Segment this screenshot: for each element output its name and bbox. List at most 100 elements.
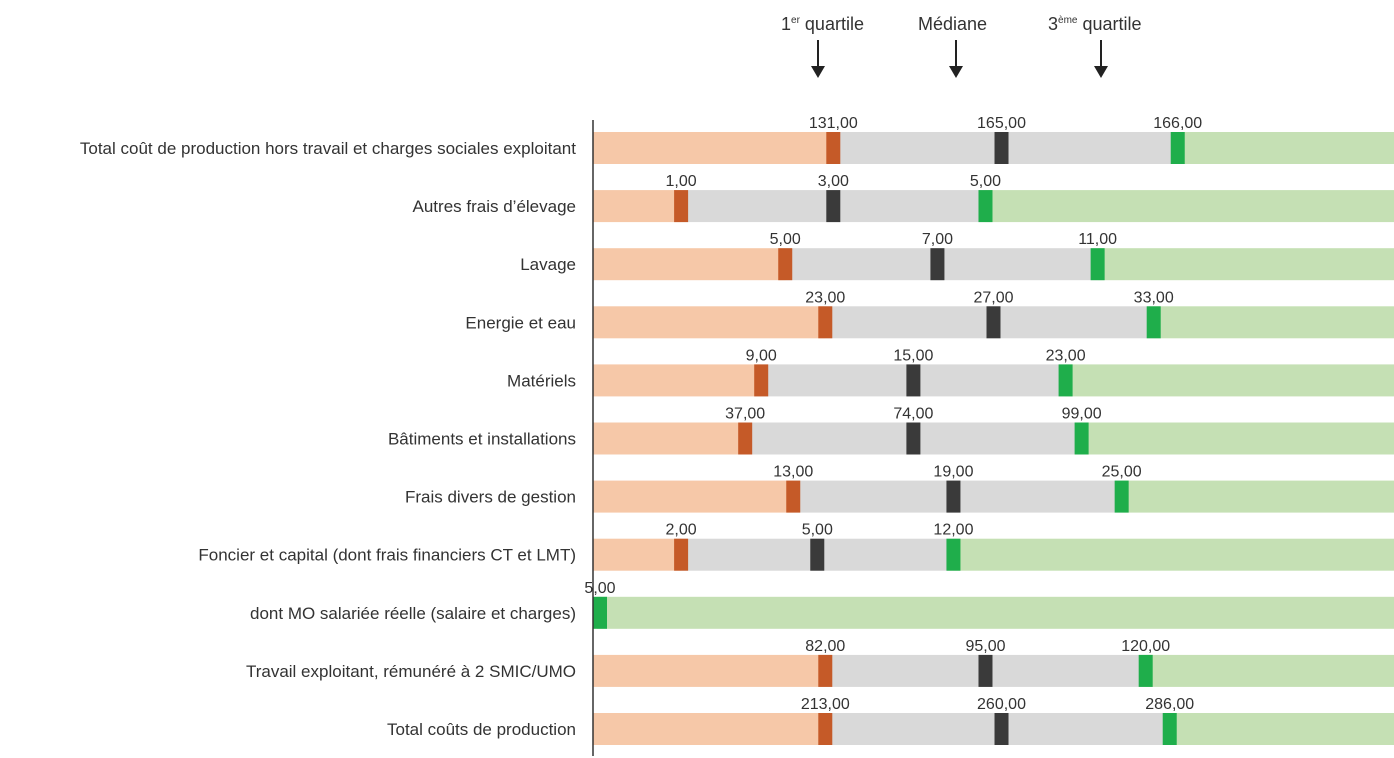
median-value-label: 74,00 — [893, 406, 933, 423]
q1-value-label: 23,00 — [805, 289, 845, 306]
high-band — [1177, 132, 1394, 164]
median-value-label: 7,00 — [922, 231, 953, 248]
q1-value-label: 213,00 — [801, 696, 850, 713]
q3-marker — [978, 190, 993, 223]
q3-header-sup: ème — [1058, 15, 1078, 26]
q3-marker — [1090, 248, 1105, 281]
q1-marker — [674, 538, 689, 571]
median-marker — [994, 713, 1009, 745]
median-value-label: 3,00 — [818, 173, 849, 190]
category-label: Bâtiments et installations — [388, 430, 576, 449]
category-label: Energie et eau — [465, 313, 576, 332]
category-label: Frais divers de gestion — [405, 488, 576, 507]
median-value-label: 27,00 — [973, 289, 1013, 306]
q3-marker — [946, 538, 961, 571]
high-band — [597, 596, 1394, 629]
median-marker — [930, 248, 945, 281]
q1-marker — [818, 306, 833, 339]
q1-header-num: 1 — [781, 14, 792, 34]
median-value-label: 19,00 — [933, 464, 973, 481]
category-label: Autres frais d’élevage — [413, 197, 576, 216]
q1-header-sup: er — [791, 15, 800, 26]
high-band — [1153, 306, 1394, 339]
q3-value-label: 5,00 — [970, 173, 1001, 190]
high-band — [1145, 654, 1394, 687]
q1-marker — [818, 713, 833, 745]
q3-value-label: 99,00 — [1062, 406, 1102, 423]
q1-header: 1er quartile — [781, 14, 864, 35]
median-marker — [994, 132, 1009, 164]
median-value-label: 260,00 — [977, 696, 1026, 713]
q1-value-label: 82,00 — [805, 638, 845, 655]
q1-marker — [738, 422, 753, 455]
median-marker — [906, 364, 921, 397]
high-band — [1169, 713, 1394, 745]
q3-header-text: quartile — [1077, 14, 1142, 34]
high-band — [1097, 248, 1394, 281]
median-value-label: 15,00 — [893, 347, 933, 364]
category-label: Matériels — [507, 371, 576, 390]
q3-value-label: 25,00 — [1102, 464, 1142, 481]
high-band — [985, 190, 1394, 223]
median-header: Médiane — [918, 14, 987, 35]
q3-value-label: 166,00 — [1153, 115, 1202, 132]
q3-value-label: 23,00 — [1046, 347, 1086, 364]
q3-value-label: 286,00 — [1145, 696, 1194, 713]
q1-header-text: quartile — [799, 14, 864, 34]
median-header-text: Médiane — [918, 14, 988, 34]
low-band — [593, 132, 834, 164]
low-band — [593, 248, 786, 281]
q3-marker — [1138, 654, 1153, 687]
category-label: dont MO salariée réelle (salaire et char… — [250, 604, 576, 623]
high-band — [953, 538, 1394, 571]
q3-marker — [1162, 713, 1177, 745]
q1-value-label: 5,00 — [770, 231, 801, 248]
high-band — [1081, 422, 1394, 455]
q3-marker — [1074, 422, 1089, 455]
category-label: Total coûts de production — [387, 720, 576, 739]
q3-value-label: 11,00 — [1078, 231, 1117, 248]
low-band — [593, 422, 746, 455]
q3-marker — [593, 596, 607, 629]
low-band — [593, 364, 762, 397]
q3-value-label: 5,00 — [584, 580, 615, 597]
high-band — [1065, 364, 1394, 397]
q1-marker — [674, 190, 689, 223]
median-value-label: 95,00 — [965, 638, 1005, 655]
q1-marker — [818, 654, 833, 687]
q3-marker — [1146, 306, 1161, 339]
low-band — [593, 190, 682, 223]
q1-marker — [786, 480, 801, 513]
q3-marker — [1170, 132, 1185, 164]
q3-value-label: 12,00 — [933, 522, 973, 539]
median-marker — [810, 538, 825, 571]
q1-value-label: 1,00 — [666, 173, 697, 190]
q1-marker — [826, 132, 841, 164]
q1-value-label: 2,00 — [666, 522, 697, 539]
high-band — [1121, 480, 1394, 513]
category-label: Total coût de production hors travail et… — [80, 139, 576, 158]
q3-marker — [1114, 480, 1129, 513]
q3-value-label: 120,00 — [1121, 638, 1170, 655]
median-marker — [906, 422, 921, 455]
median-value-label: 5,00 — [802, 522, 833, 539]
low-band — [593, 306, 826, 339]
q3-marker — [1058, 364, 1073, 397]
q1-value-label: 37,00 — [725, 406, 765, 423]
median-marker — [946, 480, 961, 513]
q3-header: 3ème quartile — [1048, 14, 1142, 35]
q1-marker — [754, 364, 769, 397]
median-marker — [978, 654, 993, 687]
q3-header-num: 3 — [1048, 14, 1059, 34]
category-label: Travail exploitant, rémunéré à 2 SMIC/UM… — [246, 662, 576, 681]
category-label: Foncier et capital (dont frais financier… — [198, 546, 576, 565]
category-label: Lavage — [520, 255, 576, 274]
median-value-label: 165,00 — [977, 115, 1026, 132]
q1-value-label: 131,00 — [809, 115, 858, 132]
low-band — [593, 480, 794, 513]
q1-value-label: 13,00 — [773, 464, 813, 481]
q3-value-label: 33,00 — [1134, 289, 1174, 306]
low-band — [593, 654, 826, 687]
low-band — [593, 538, 682, 571]
